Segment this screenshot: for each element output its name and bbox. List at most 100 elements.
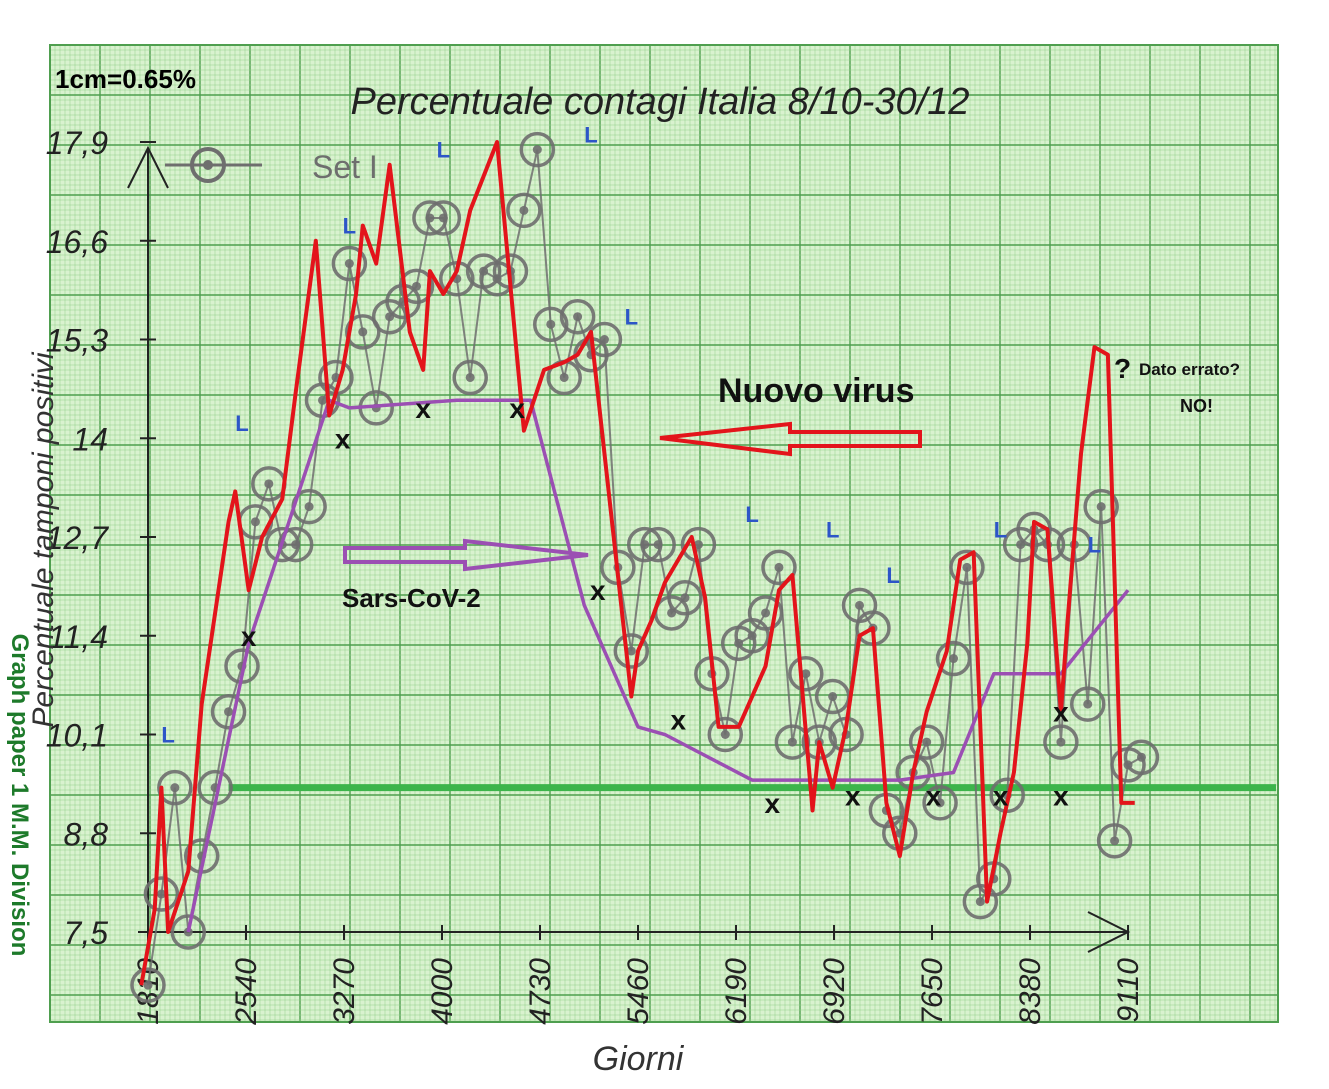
- set-i-point-dot: [653, 540, 663, 550]
- sars-cov-2-arrow: [343, 538, 589, 572]
- l-marker: L: [625, 305, 638, 330]
- trend-line-purple: [186, 398, 1130, 933]
- x-tick-label: 6920: [818, 958, 851, 1025]
- l-marker: L: [161, 723, 174, 748]
- legend-label: Set I: [312, 149, 378, 185]
- x-tick-label: 4730: [524, 958, 557, 1025]
- set-i-point: [519, 131, 556, 168]
- set-i-point: [1043, 724, 1079, 760]
- set-i-point-dot: [250, 517, 260, 527]
- markers-layer: x x x x x x x x x x x x L L L L L L L L L L L: [161, 122, 1101, 818]
- set-i-point: [506, 192, 542, 229]
- set-i-point: [157, 769, 193, 806]
- set-i-point: [331, 245, 368, 282]
- l-marker: L: [745, 502, 758, 527]
- set-i-point: [761, 549, 797, 586]
- l-marker: L: [886, 563, 899, 588]
- y-tick-label: 14: [72, 421, 108, 457]
- set-i-point-dot: [693, 540, 703, 550]
- set-i-point-dot: [573, 312, 583, 322]
- x-tick-label: 9110: [1112, 958, 1145, 1023]
- set-i-point-dot: [761, 608, 771, 618]
- set-i-point: [1123, 739, 1160, 776]
- set-i-point-dot: [975, 897, 985, 907]
- y-tick-label: 10,1: [46, 718, 108, 754]
- set-i-point-dot: [170, 783, 180, 793]
- set-i-point-dot: [465, 372, 475, 382]
- set-i-point: [788, 655, 824, 692]
- l-marker: L: [826, 517, 839, 542]
- y-tick-label: 15,3: [46, 323, 108, 359]
- x-marker: x: [590, 575, 606, 606]
- y-tick-label: 16,6: [46, 224, 108, 260]
- set-i-point-dot: [1083, 699, 1093, 709]
- series-layer: [130, 131, 1276, 1003]
- set-i-point-dot: [559, 372, 569, 382]
- set-i-point: [1070, 686, 1106, 722]
- set-i-point-dot: [680, 593, 690, 603]
- set-i-point-dot: [626, 646, 636, 656]
- l-marker: L: [1088, 533, 1101, 558]
- set-i-point: [922, 785, 958, 821]
- set-i-point-dot: [1136, 752, 1146, 762]
- set-i-point-dot: [318, 395, 328, 405]
- set-i-point-dot: [949, 654, 958, 664]
- set-i-point: [559, 298, 596, 335]
- set-i-point-dot: [922, 737, 932, 747]
- set-i-point: [935, 640, 972, 677]
- set-i-point-dot: [801, 669, 811, 679]
- scale-note: 1cm=0.65%: [55, 64, 196, 94]
- set-i-point: [949, 549, 985, 586]
- x-axis-label: Giorni: [593, 1040, 685, 1078]
- set-i-point-dot: [519, 205, 529, 215]
- l-marker: L: [343, 214, 356, 239]
- l-marker: L: [994, 517, 1007, 542]
- set-i-point: [895, 754, 931, 791]
- x-marker: x: [670, 704, 686, 735]
- x-tick-label: 7650: [916, 958, 949, 1025]
- set-i-point-dot: [291, 540, 301, 550]
- set-i-point: [667, 580, 703, 616]
- annotation-question: ?: [1114, 353, 1131, 384]
- side-label: Graph paper 1 M.M. Division: [6, 634, 33, 957]
- y-tick-label: 7,5: [64, 915, 109, 951]
- x-marker: x: [764, 788, 780, 819]
- set-i-point: [707, 716, 744, 753]
- set-i-point: [1083, 488, 1119, 525]
- x-marker: x: [1053, 780, 1069, 811]
- l-marker: L: [235, 411, 248, 436]
- set-i-point: [130, 967, 166, 1003]
- set-i-point: [425, 200, 462, 236]
- x-tick-label: 2540: [230, 958, 263, 1026]
- x-marker: x: [845, 780, 861, 811]
- set-i-point: [613, 633, 650, 669]
- y-tick-label: 17,9: [46, 125, 108, 161]
- x-marker: x: [1053, 697, 1069, 728]
- x-tick-label: 4000: [426, 958, 459, 1025]
- set-i-point-dot: [1096, 502, 1106, 512]
- set-i-point-dot: [720, 730, 730, 740]
- set-i-point-dot: [156, 889, 166, 899]
- legend-marker-dot: [203, 160, 213, 170]
- chart-title: Percentuale contagi Italia 8/10-30/12: [351, 81, 970, 123]
- x-marker: x: [415, 393, 431, 424]
- x-marker: x: [926, 780, 942, 811]
- annotation-nuovo-virus: Nuovo virus: [718, 372, 914, 410]
- y-tick-label: 8,8: [64, 816, 109, 852]
- l-marker: L: [437, 138, 450, 163]
- set-i-point-dot: [787, 737, 797, 747]
- set-i-point-dot: [438, 213, 448, 223]
- annotations-layer: Set I Percentuale contagi Italia 8/10-30…: [6, 64, 1240, 1078]
- set-i-point-dot: [774, 562, 784, 572]
- set-i-point: [143, 876, 180, 912]
- set-i-point-dot: [264, 479, 274, 489]
- set-i-point: [345, 314, 381, 350]
- set-i-point-dot: [935, 798, 945, 808]
- set-i-point-dot: [358, 327, 368, 337]
- annotation-dato-errato: Dato errato?: [1139, 360, 1240, 379]
- set-i-point-dot: [828, 692, 838, 702]
- set-i-point-dot: [855, 600, 865, 610]
- l-marker: L: [584, 122, 597, 147]
